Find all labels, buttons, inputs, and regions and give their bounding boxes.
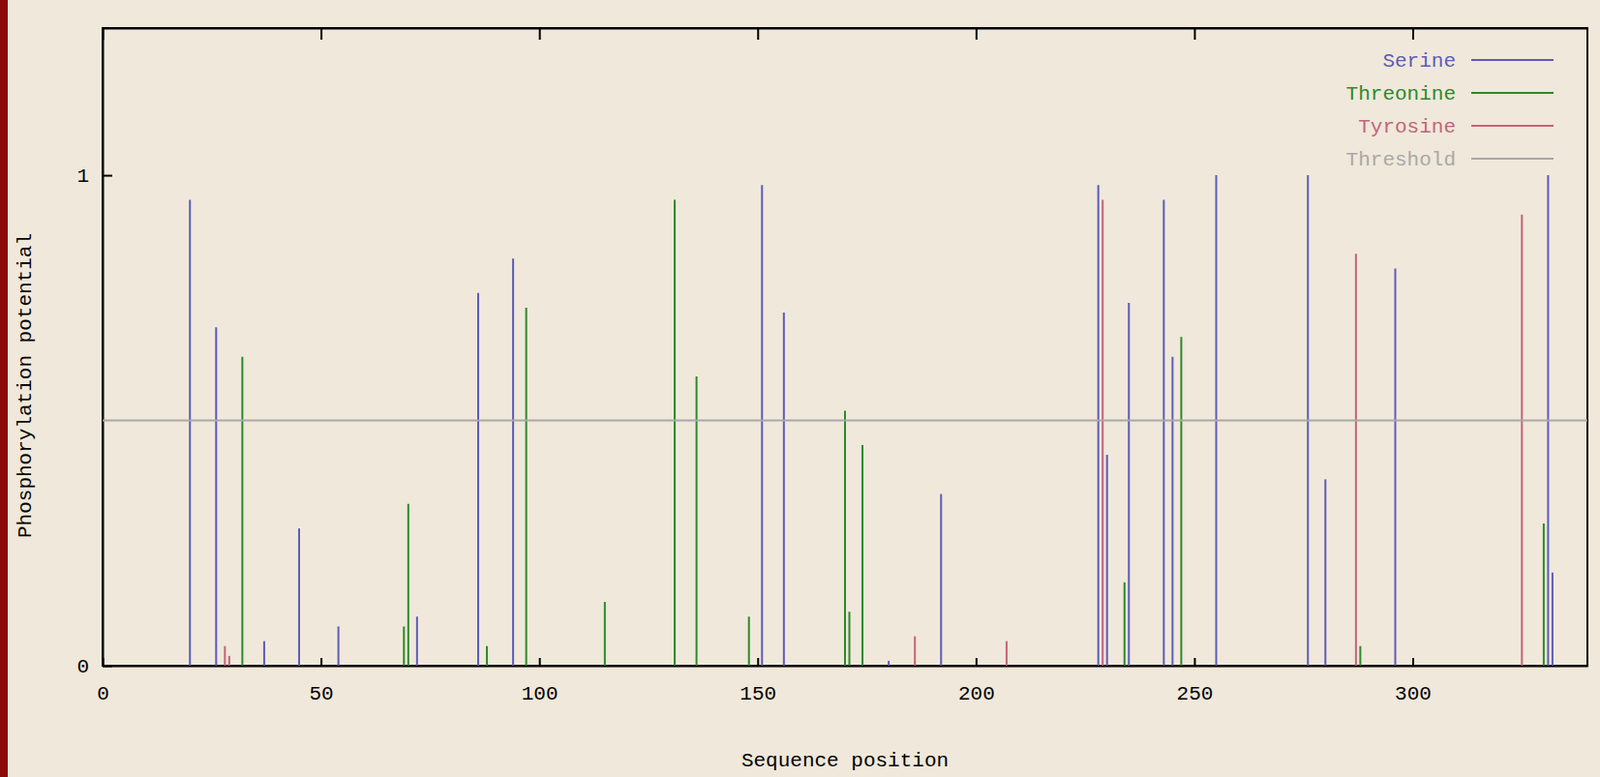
- tick: [1413, 28, 1415, 40]
- stem: [512, 258, 514, 666]
- tick-label: 250: [1177, 683, 1214, 706]
- page-border: [0, 0, 8, 777]
- legend-swatch: [1471, 157, 1554, 160]
- tick-label: 1: [76, 165, 90, 188]
- tick-mark: [1193, 658, 1196, 666]
- stem: [214, 327, 217, 666]
- stem: [1551, 573, 1554, 666]
- stem: [1106, 454, 1109, 666]
- tick-mark: [102, 665, 113, 668]
- stem: [760, 184, 763, 666]
- stem: [223, 646, 226, 666]
- stem: [1162, 199, 1165, 666]
- tick: 200: [958, 658, 996, 706]
- tick-label: 0: [96, 683, 110, 706]
- y-axis-title: Phosphorylation potential: [14, 233, 37, 539]
- tick: [757, 28, 759, 40]
- tick: 0: [76, 656, 113, 679]
- tick-mark: [756, 28, 759, 40]
- tick: [1194, 28, 1196, 40]
- tick-mark: [320, 658, 323, 666]
- stem: [407, 504, 410, 666]
- stem: [402, 626, 405, 666]
- stem: [1171, 357, 1174, 666]
- stem: [1355, 253, 1358, 666]
- chart: 05010015020025030001Sequence positionPho…: [0, 0, 1600, 777]
- tick-label: 100: [521, 683, 559, 706]
- stem: [939, 494, 942, 666]
- tick: [975, 28, 977, 40]
- tick: 1: [76, 165, 113, 188]
- stem: [887, 661, 890, 666]
- y-axis: 01: [76, 29, 113, 680]
- legend-label: Serine: [1382, 50, 1456, 73]
- tick: 50: [308, 658, 333, 706]
- stem: [298, 528, 301, 666]
- stem: [783, 312, 785, 666]
- tick-label: 200: [958, 683, 996, 706]
- stem: [228, 656, 231, 666]
- tick-mark: [102, 175, 113, 178]
- tick-mark: [1193, 28, 1196, 40]
- stem: [1358, 646, 1361, 666]
- axis-line: [102, 29, 105, 667]
- stem: [748, 616, 751, 666]
- legend-label: Threonine: [1346, 83, 1456, 106]
- stem: [1324, 479, 1327, 666]
- tick-label: 50: [308, 683, 333, 706]
- stem: [1005, 641, 1008, 666]
- stem: [913, 636, 916, 666]
- legend-swatch: [1471, 59, 1554, 61]
- stem: [603, 602, 606, 666]
- tick: [539, 28, 541, 40]
- legend-label: Threshold: [1346, 149, 1456, 172]
- stem: [1179, 336, 1182, 666]
- stem: [844, 410, 846, 666]
- tick-mark: [320, 28, 323, 40]
- stem: [525, 307, 528, 666]
- x-axis: 0 50 100 150 200 250 300: [96, 658, 1588, 706]
- stem: [1097, 184, 1100, 666]
- axis-line: [103, 28, 1589, 31]
- tick-mark: [539, 658, 542, 666]
- stem: [1101, 199, 1104, 666]
- threshold-line: [102, 420, 1588, 423]
- tick: 150: [739, 658, 777, 706]
- tick-mark: [1412, 28, 1415, 40]
- stem: [477, 293, 480, 666]
- stem: [263, 641, 266, 666]
- stem: [416, 616, 419, 666]
- stem: [848, 611, 851, 666]
- tick: [321, 28, 323, 40]
- stem: [1393, 268, 1396, 666]
- tick-label: 0: [76, 656, 90, 679]
- stem: [337, 626, 340, 666]
- stem: [673, 199, 676, 666]
- legend: Serine Threonine Tyrosine Threshold: [1346, 50, 1554, 172]
- plot-area: [102, 175, 1588, 666]
- stem: [485, 646, 488, 666]
- stem: [1123, 582, 1126, 666]
- tick-mark: [1412, 658, 1415, 666]
- stem: [1520, 214, 1523, 666]
- legend-swatch: [1471, 124, 1554, 127]
- tick-mark: [539, 28, 542, 40]
- tick-label: 300: [1394, 683, 1432, 706]
- tick: 300: [1394, 658, 1432, 706]
- tick-mark: [756, 658, 759, 666]
- tick-mark: [975, 658, 978, 666]
- tick-label: 150: [739, 683, 777, 706]
- stem: [188, 199, 191, 666]
- legend-label: Tyrosine: [1358, 116, 1456, 139]
- stem: [241, 357, 243, 666]
- x-axis-title: Sequence position: [741, 750, 949, 773]
- legend-swatch: [1471, 91, 1554, 94]
- stem: [861, 445, 864, 666]
- stem: [1542, 523, 1545, 666]
- tick-mark: [975, 28, 978, 40]
- x-axis-top: [103, 28, 1589, 40]
- plot-frame: [102, 28, 1588, 666]
- stem: [1127, 302, 1130, 666]
